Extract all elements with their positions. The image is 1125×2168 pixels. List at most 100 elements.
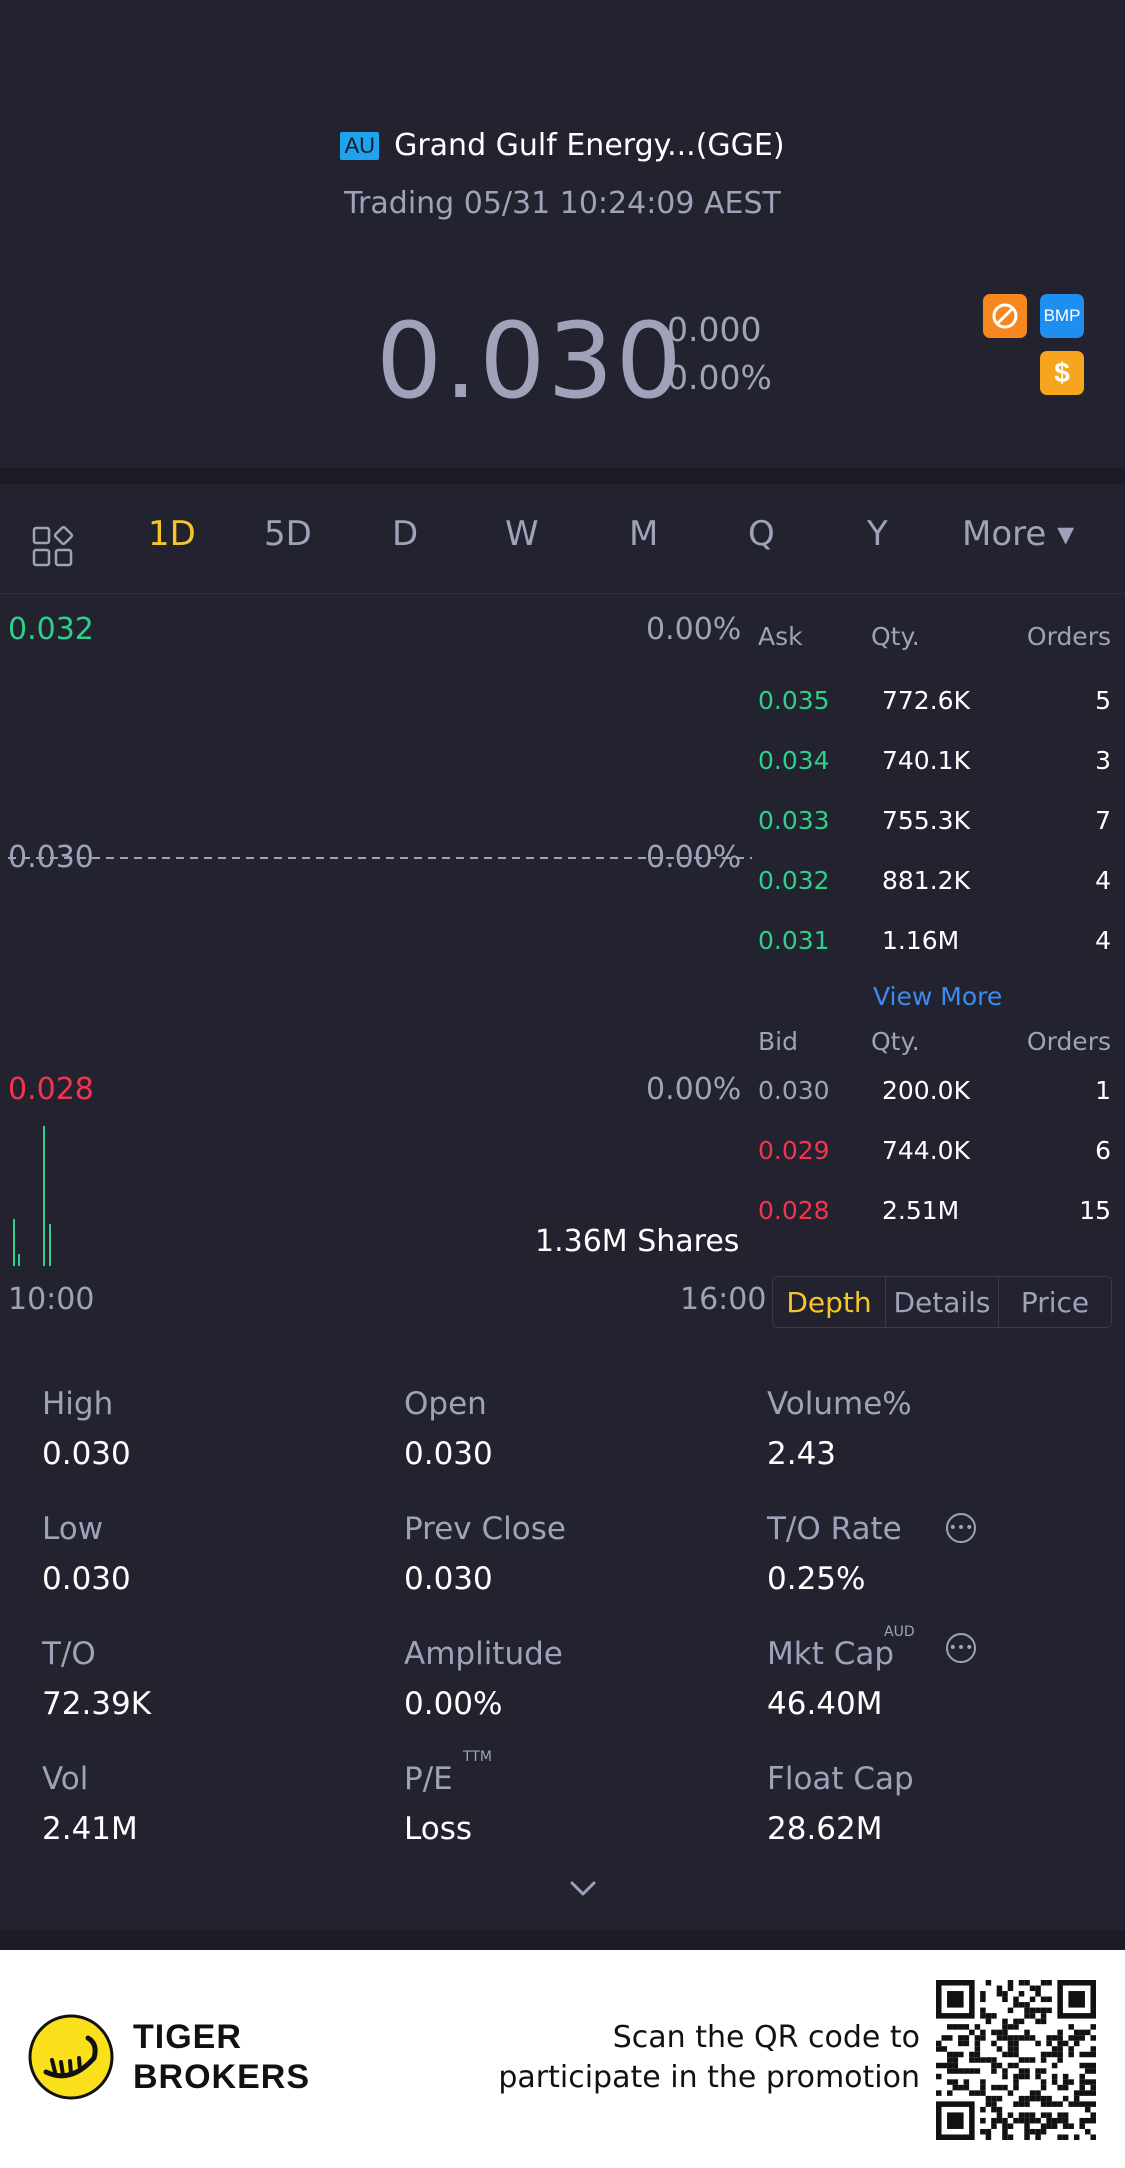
stat-amplitude-value: 0.00% <box>404 1686 503 1722</box>
layout-grid-icon[interactable] <box>32 526 74 568</box>
segment-price[interactable]: Price <box>1020 1285 1090 1319</box>
tab-5d[interactable]: 5D <box>264 514 312 554</box>
ask-qty: 772.6K <box>882 686 970 715</box>
to-rate-info-icon[interactable]: ••• <box>946 1513 976 1543</box>
stat-vol-label: Vol <box>42 1761 89 1797</box>
mkt-cap-currency: AUD <box>884 1624 915 1640</box>
ask-row[interactable]: 0.032 881.2K 4 <box>758 866 1125 926</box>
no-short-icon[interactable] <box>983 294 1027 338</box>
y-axis-low-label: 0.028 <box>8 1072 94 1107</box>
ask-qty: 740.1K <box>882 746 970 775</box>
bid-qty: 200.0K <box>882 1076 970 1105</box>
pe-ttm-tag: TTM <box>463 1749 492 1765</box>
stat-low-label: Low <box>42 1511 104 1547</box>
tab-w[interactable]: W <box>505 514 539 554</box>
segment-depth[interactable]: Depth <box>773 1277 886 1327</box>
y-axis-low-pct: 0.00% <box>646 1072 742 1107</box>
stat-high-label: High <box>42 1386 114 1422</box>
footer-divider <box>0 1930 1125 1950</box>
chart-plot <box>8 857 752 1266</box>
ask-price: 0.031 <box>758 926 830 955</box>
stat-high-value: 0.030 <box>42 1436 131 1472</box>
brand-name-line2: BROKERS <box>133 2058 311 2096</box>
bid-orders: 15 <box>1079 1196 1111 1225</box>
intraday-chart[interactable]: 0.032 0.00% 0.030 0.00% 0.028 0.00% 1.36… <box>0 594 766 1317</box>
stat-volume-pct-label: Volume% <box>767 1386 912 1422</box>
price-change: 0.000 <box>667 310 762 349</box>
x-axis-end-label: 16:00 <box>680 1282 767 1317</box>
stat-mkt-cap-label: Mkt Cap <box>767 1636 895 1672</box>
stat-vol-value: 2.41M <box>42 1811 138 1847</box>
stats-grid: High 0.030 Open 0.030 Volume% 2.43 Low 0… <box>0 1370 1125 1930</box>
tab-q[interactable]: Q <box>748 514 775 554</box>
ask-orders: 7 <box>1095 806 1111 835</box>
promo-banner[interactable]: TIGER BROKERS Scan the QR code to partic… <box>0 1950 1125 2168</box>
dollar-icon[interactable]: $ <box>1040 351 1084 395</box>
y-axis-mid-pct: 0.00% <box>646 840 742 875</box>
y-axis-mid-label: 0.030 <box>8 840 94 875</box>
ask-orders: 5 <box>1095 686 1111 715</box>
y-axis-high-label: 0.032 <box>8 612 94 647</box>
order-book-segmented-control: Depth Details Price <box>772 1276 1112 1328</box>
bid-row[interactable]: 0.028 2.51M 15 <box>758 1196 1125 1256</box>
bid-qty-header: Qty. <box>871 1027 920 1056</box>
stat-to-rate-value: 0.25% <box>767 1561 866 1597</box>
promo-text-line2: participate in the promotion <box>498 2060 920 2095</box>
x-axis-start-label: 10:00 <box>8 1282 95 1317</box>
view-more-link[interactable]: View More <box>873 982 1003 1011</box>
stock-title[interactable]: Grand Gulf Energy...(GGE) <box>394 128 785 163</box>
qr-code-icon[interactable] <box>936 1980 1096 2140</box>
tab-m[interactable]: M <box>629 514 659 554</box>
tiger-brokers-logo-icon <box>28 2014 114 2100</box>
bmp-badge[interactable]: BMP <box>1040 294 1084 338</box>
stat-pe-label: P/E <box>404 1761 453 1797</box>
price-change-percent: 0.00% <box>667 358 772 397</box>
bid-row[interactable]: 0.029 744.0K 6 <box>758 1136 1125 1196</box>
ask-row[interactable]: 0.035 772.6K 5 <box>758 686 1125 746</box>
y-axis-high-pct: 0.00% <box>646 612 742 647</box>
ask-orders-header: Orders <box>1026 622 1111 651</box>
stat-pe-value: Loss <box>404 1811 472 1847</box>
last-price: 0.030 <box>376 300 684 422</box>
quote-header: AU Grand Gulf Energy...(GGE) Trading 05/… <box>0 0 1125 468</box>
ask-row[interactable]: 0.034 740.1K 3 <box>758 746 1125 806</box>
stat-volume-pct-value: 2.43 <box>767 1436 837 1472</box>
section-divider <box>0 468 1125 484</box>
ask-row[interactable]: 0.033 755.3K 7 <box>758 806 1125 866</box>
bid-price: 0.028 <box>758 1196 830 1225</box>
bid-price: 0.029 <box>758 1136 830 1165</box>
stat-prev-close-label: Prev Close <box>404 1511 566 1547</box>
stat-low-value: 0.030 <box>42 1561 131 1597</box>
bid-orders-header: Orders <box>1026 1027 1111 1056</box>
market-badge: AU <box>340 131 379 160</box>
ask-qty-header: Qty. <box>871 622 920 651</box>
volume-label: 1.36M Shares <box>535 1224 740 1259</box>
title-row: AU Grand Gulf Energy...(GGE) <box>0 128 1125 163</box>
ask-price: 0.032 <box>758 866 830 895</box>
tab-d[interactable]: D <box>392 514 419 554</box>
chevron-down-icon[interactable] <box>566 1872 600 1906</box>
ask-price: 0.033 <box>758 806 830 835</box>
bid-header: Bid <box>758 1027 798 1056</box>
ask-price: 0.035 <box>758 686 830 715</box>
ask-qty: 881.2K <box>882 866 970 895</box>
bid-orders: 6 <box>1095 1136 1111 1165</box>
bid-row[interactable]: 0.030 200.0K 1 <box>758 1076 1125 1136</box>
mkt-cap-info-icon[interactable]: ••• <box>946 1633 976 1663</box>
ask-header: Ask <box>758 622 803 651</box>
tab-1d[interactable]: 1D <box>148 514 196 554</box>
stat-mkt-cap-value: 46.40M <box>767 1686 883 1722</box>
bid-qty: 2.51M <box>882 1196 960 1225</box>
bid-qty: 744.0K <box>882 1136 970 1165</box>
ask-qty: 755.3K <box>882 806 970 835</box>
ask-row[interactable]: 0.031 1.16M 4 <box>758 926 1125 986</box>
tab-y[interactable]: Y <box>867 514 888 554</box>
segment-details[interactable]: Details <box>886 1277 999 1327</box>
ask-price: 0.034 <box>758 746 830 775</box>
bid-orders: 1 <box>1095 1076 1111 1105</box>
stat-prev-close-value: 0.030 <box>404 1561 493 1597</box>
tab-more[interactable]: More ▾ <box>962 514 1075 554</box>
stat-float-cap-label: Float Cap <box>767 1761 914 1797</box>
stat-amplitude-label: Amplitude <box>404 1636 563 1672</box>
trading-status: Trading 05/31 10:24:09 AEST <box>344 186 781 221</box>
